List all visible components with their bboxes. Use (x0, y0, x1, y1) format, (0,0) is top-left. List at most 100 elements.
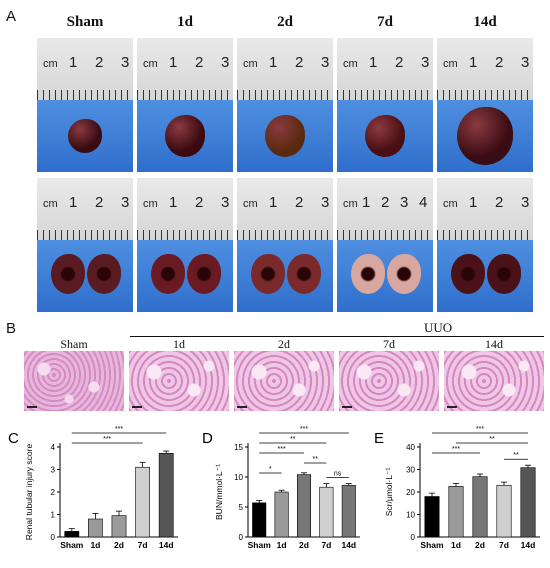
ruler-label: 2 (295, 194, 304, 211)
y-tick-label: 2 (51, 488, 56, 497)
significance-label: ** (290, 436, 296, 443)
uuo-bracket-line (130, 336, 544, 337)
ruler-label: 2 (495, 194, 504, 211)
kidney-half (387, 254, 421, 294)
significance-label: ** (312, 456, 318, 463)
kidney-photo-whole-2: cm 1 2 3 (237, 38, 333, 172)
ruler-label: 2 (295, 54, 304, 71)
ruler-label: 1 (369, 54, 378, 71)
ruler-label: cm (343, 198, 358, 210)
ruler-label: cm (443, 198, 458, 210)
x-tick-label: 1d (451, 540, 461, 550)
scale-bar (132, 406, 142, 408)
kidney-photo-whole-4: cm 1 2 3 (437, 38, 533, 172)
bar-Sham (252, 502, 267, 538)
y-tick-label: 30 (406, 466, 415, 475)
x-tick-label: 1d (277, 540, 287, 550)
ruler-label: 2 (381, 194, 390, 211)
kidney-photo-cut-0: cm 1 2 3 (37, 178, 133, 312)
bar-14d (520, 467, 536, 538)
kidney-photo-cut-2: cm 1 2 3 (237, 178, 333, 312)
scale-bar (237, 406, 247, 408)
y-tick-label: 1 (51, 511, 56, 520)
panel-a-letter: A (6, 8, 17, 25)
y-tick-label: 0 (411, 533, 416, 542)
significance-label: *** (476, 426, 484, 433)
x-tick-label: 14d (159, 540, 174, 550)
kidney-whole (457, 107, 513, 165)
ruler-label: 1 (169, 194, 178, 211)
y-axis-label: Scr/μmol·L⁻¹ (384, 468, 394, 517)
significance-label: ** (513, 452, 519, 459)
ruler-label: 1 (69, 194, 78, 211)
kidney-half (187, 254, 221, 294)
y-tick-label: 20 (406, 488, 415, 497)
kidney-half (451, 254, 485, 294)
ruler-label: 3 (400, 194, 409, 211)
kidney-whole (265, 115, 305, 157)
photo-column-header-1: 1d (177, 14, 193, 30)
ruler-label: 3 (521, 194, 530, 211)
kidney-whole (165, 115, 205, 157)
ruler-label: cm (443, 58, 458, 70)
x-tick-label: Sham (248, 540, 272, 550)
x-tick-label: 2d (475, 540, 485, 550)
x-tick-label: 7d (499, 540, 509, 550)
x-tick-label: Sham (420, 540, 444, 550)
ruler-label: 3 (221, 54, 230, 71)
kidney-half (487, 254, 521, 294)
x-tick-label: 14d (521, 540, 536, 550)
histology-image-0 (24, 351, 124, 411)
histology-column-header-4: 14d (485, 337, 503, 351)
ruler-label: 1 (469, 194, 478, 211)
histology-column-header-3: 7d (383, 337, 395, 351)
photo-column-header-2: 2d (277, 14, 293, 30)
ruler-label: cm (243, 58, 258, 70)
significance-label: * (269, 466, 272, 473)
significance-label: *** (300, 426, 308, 433)
histology-image-1 (129, 351, 229, 411)
significance-label: ** (489, 436, 495, 443)
ruler-label: 1 (269, 194, 278, 211)
ruler-label: 2 (95, 194, 104, 211)
histology-image-3 (339, 351, 439, 411)
ruler-label: 4 (419, 194, 428, 211)
ruler-label: cm (43, 198, 58, 210)
bar-1d (448, 486, 464, 538)
bar-Sham (64, 531, 80, 538)
kidney-half (251, 254, 285, 294)
kidney-whole (365, 115, 405, 157)
bar-14d (158, 452, 174, 538)
x-tick-label: 2d (299, 540, 309, 550)
ruler-label: 3 (121, 194, 130, 211)
kidney-half (287, 254, 321, 294)
x-tick-label: 7d (321, 540, 331, 550)
histology-image-2 (234, 351, 334, 411)
y-tick-label: 15 (234, 443, 243, 452)
ruler-label: 1 (469, 54, 478, 71)
ruler-label: cm (243, 198, 258, 210)
ruler-label: 1 (169, 54, 178, 71)
kidney-half (151, 254, 185, 294)
ruler-label: cm (143, 198, 158, 210)
kidney-half (351, 254, 385, 294)
chart-letter-D: D (202, 430, 213, 447)
significance-label: *** (103, 436, 111, 443)
ruler-label: 3 (421, 54, 430, 71)
scale-bar (27, 406, 37, 408)
bar-2d (472, 476, 488, 538)
y-tick-label: 0 (51, 533, 56, 542)
charts-svg: C 0 1 2 3 4 Renal tubular injury score Sham 1d 2d… (8, 426, 540, 550)
histology-column-header-0: Sham (60, 337, 88, 351)
y-axis-label: Renal tubular injury score (24, 444, 34, 541)
photo-column-header-0: Sham (66, 14, 104, 30)
bar-7d (496, 484, 512, 538)
y-tick-label: 5 (239, 503, 244, 512)
kidney-photo-cut-1: cm 1 2 3 (137, 178, 233, 312)
ruler-label: 3 (121, 54, 130, 71)
x-tick-label: 1d (90, 540, 100, 550)
scale-bar (447, 406, 457, 408)
y-tick-label: 10 (234, 473, 243, 482)
bar-14d (341, 485, 356, 538)
bar-7d (319, 486, 334, 538)
